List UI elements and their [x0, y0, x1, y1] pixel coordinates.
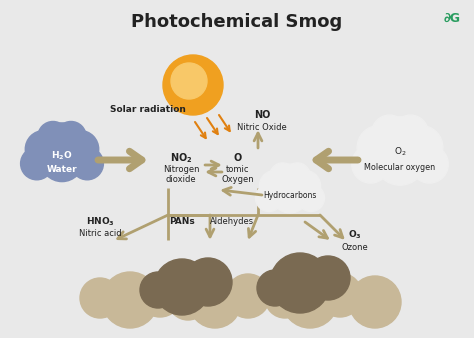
Circle shape	[375, 135, 425, 185]
Text: $\mathregular{HNO_3}$: $\mathregular{HNO_3}$	[86, 216, 114, 228]
Circle shape	[380, 117, 420, 157]
Circle shape	[272, 177, 308, 213]
Circle shape	[80, 278, 120, 318]
Circle shape	[270, 163, 295, 188]
Circle shape	[189, 276, 241, 328]
Text: PANs: PANs	[169, 217, 195, 226]
Circle shape	[298, 185, 325, 212]
Circle shape	[163, 55, 223, 115]
Circle shape	[349, 276, 401, 328]
Text: Aldehydes: Aldehydes	[210, 217, 254, 226]
Circle shape	[45, 123, 79, 158]
Text: $\mathregular{O_2}$: $\mathregular{O_2}$	[394, 146, 406, 158]
Circle shape	[352, 145, 390, 183]
Circle shape	[290, 170, 320, 201]
Text: O: O	[234, 153, 242, 163]
Circle shape	[318, 273, 362, 317]
Circle shape	[275, 164, 304, 193]
Circle shape	[38, 121, 68, 152]
Text: ∂G: ∂G	[444, 11, 461, 24]
Text: Molecular oxygen: Molecular oxygen	[365, 163, 436, 171]
Circle shape	[399, 125, 443, 169]
Text: Hydrocarbons: Hydrocarbons	[264, 191, 317, 199]
Text: tomic: tomic	[226, 165, 250, 173]
Circle shape	[357, 125, 401, 169]
Circle shape	[306, 256, 350, 300]
Text: dioxide: dioxide	[166, 175, 196, 185]
Text: Nitric acid: Nitric acid	[79, 228, 121, 238]
Circle shape	[102, 272, 158, 328]
Circle shape	[393, 115, 428, 150]
Text: Water: Water	[46, 165, 77, 173]
Circle shape	[20, 147, 53, 180]
Circle shape	[410, 145, 448, 183]
Circle shape	[270, 253, 330, 313]
Circle shape	[154, 259, 210, 315]
Circle shape	[138, 273, 182, 317]
Text: $\mathregular{O_3}$: $\mathregular{O_3}$	[348, 229, 362, 241]
Text: $\mathregular{NO_2}$: $\mathregular{NO_2}$	[170, 151, 192, 165]
Text: NO: NO	[254, 110, 270, 120]
Text: Photochemical Smog: Photochemical Smog	[131, 13, 343, 31]
Circle shape	[226, 274, 270, 318]
Circle shape	[168, 280, 208, 320]
Circle shape	[282, 272, 338, 328]
Circle shape	[184, 258, 232, 306]
Circle shape	[40, 138, 83, 182]
Text: Oxygen: Oxygen	[222, 174, 255, 184]
Circle shape	[25, 130, 63, 168]
Circle shape	[61, 130, 99, 168]
Circle shape	[71, 147, 103, 180]
Circle shape	[171, 63, 207, 99]
Text: Nitrogen: Nitrogen	[163, 166, 199, 174]
Text: Solar radiation: Solar radiation	[110, 105, 186, 115]
Circle shape	[56, 121, 86, 152]
Circle shape	[259, 170, 291, 201]
Circle shape	[255, 185, 283, 212]
Text: $\mathregular{H_2O}$: $\mathregular{H_2O}$	[51, 150, 73, 162]
Circle shape	[257, 270, 293, 306]
Circle shape	[140, 272, 176, 308]
Circle shape	[265, 278, 305, 318]
Text: Nitric Oxide: Nitric Oxide	[237, 122, 287, 131]
Circle shape	[285, 163, 310, 188]
Circle shape	[372, 115, 407, 150]
Text: Ozone: Ozone	[342, 242, 368, 251]
